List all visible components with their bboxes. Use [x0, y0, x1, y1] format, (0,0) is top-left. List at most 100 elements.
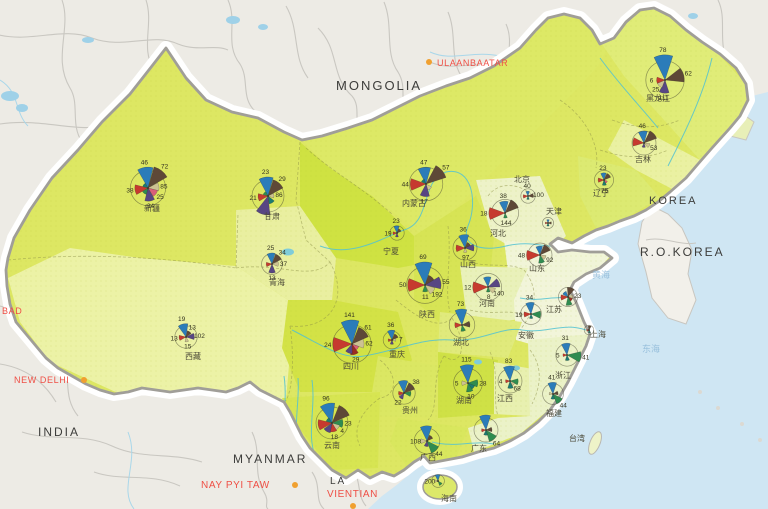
rose-petal-blue — [454, 308, 468, 326]
chart-value: 37 — [280, 261, 288, 268]
rose-chart-center — [396, 232, 398, 234]
rose-petal-purple — [419, 183, 430, 197]
rose-petal-teal — [267, 195, 275, 205]
chart-value: 34 — [147, 203, 155, 210]
rose-petal-teal — [546, 222, 550, 227]
rose-petal-brown — [643, 130, 658, 144]
rose-petal-blue — [546, 219, 550, 224]
province-label-hunan: 湖南 — [456, 395, 472, 405]
chart-value: 34 — [279, 250, 287, 257]
dongting-lake — [474, 359, 482, 365]
chart-value: 61 — [364, 325, 372, 332]
chart-value: 18 — [331, 434, 339, 441]
chart-value: 11 — [422, 294, 429, 301]
rose-petal-purple — [464, 243, 475, 252]
rose-chart-center — [425, 183, 427, 185]
rose-chart-jiangsu: 23 江苏 — [546, 287, 582, 314]
chart-value: 46 — [639, 123, 647, 130]
rose-petal-purple — [487, 278, 501, 288]
rose-chart-guangdong: 64 广东 — [471, 414, 500, 453]
rose-petal-blue — [600, 172, 607, 181]
china-border — [4, 6, 750, 480]
rose-petal-red — [387, 338, 393, 343]
rose-petal-brown — [603, 173, 612, 181]
chart-value: 31 — [562, 335, 570, 342]
chart-value: 192 — [432, 292, 443, 299]
chart-value: 68 — [513, 385, 521, 392]
chart-value: 8 — [487, 294, 491, 301]
rose-petal-tan — [420, 438, 428, 444]
rose-petal-tan — [487, 286, 496, 294]
province-label-ningxia: 宁夏 — [383, 246, 399, 256]
rose-petal-red — [257, 193, 269, 202]
chart-value: 17 — [421, 199, 429, 206]
rose-chart-center — [547, 222, 549, 224]
province-label-zhejiang: 浙江 — [555, 370, 571, 380]
rose-chart-center — [509, 380, 511, 382]
chart-value: 85 — [160, 183, 168, 190]
rose-petal-blue — [397, 380, 409, 394]
rose-petal-green — [422, 284, 429, 293]
province-label-henan: 河南 — [479, 298, 495, 308]
chart-value: 53 — [650, 145, 658, 152]
rose-petal-teal — [550, 393, 556, 400]
rose-chart-center — [567, 296, 569, 298]
rose-petal-blue — [137, 166, 154, 189]
province-label-guangdong: 广东 — [471, 443, 487, 453]
rose-petal-blue — [258, 176, 274, 197]
rose-petal-blue — [562, 290, 569, 298]
rose-petal-purple — [268, 263, 276, 274]
chart-value: 38 — [412, 379, 420, 386]
rose-petal-purple — [423, 440, 429, 447]
rose-petal-blue — [417, 167, 431, 185]
rose-petal-green — [566, 351, 582, 363]
rose-chart-center — [487, 286, 489, 288]
rose-chart-tianjin: 天津 — [542, 206, 562, 229]
rose-chart-hunan: 115 28 10 5 湖南 — [453, 357, 487, 405]
capital-dot-nay-pyi-taw — [292, 482, 298, 488]
country-label-myanmar: MYANMAR — [233, 452, 307, 466]
rose-petal-teal — [564, 354, 570, 361]
rose-petal-green — [509, 378, 519, 386]
rose-petal-green — [530, 310, 542, 319]
rose-chart-center — [603, 179, 605, 181]
rose-chart-ring — [408, 166, 444, 202]
rose-petal-brown — [351, 326, 369, 345]
rose-petal-blue — [414, 261, 433, 286]
rose-petal-green — [262, 191, 269, 197]
rose-petal-teal — [601, 179, 607, 186]
rose-petal-green — [466, 382, 474, 393]
rose-petal-purple — [658, 79, 670, 94]
rose-chart-center — [331, 422, 333, 424]
rose-petal-purple — [389, 339, 394, 345]
rose-petal-red — [632, 137, 645, 147]
rose-chart-center — [504, 212, 506, 214]
province-label-guangxi: 广西 — [420, 452, 436, 462]
chart-value: 5 — [455, 380, 459, 387]
rose-petal-blue — [434, 474, 441, 482]
chart-value: 97 — [462, 255, 470, 262]
rose-petal-purple — [395, 232, 399, 238]
rose-chart-center — [464, 247, 466, 249]
rose-chart-center — [391, 339, 393, 341]
rose-petal-tan — [461, 380, 469, 386]
rose-petal-brown — [331, 405, 350, 424]
chart-value: 75 — [601, 187, 609, 194]
chart-value: 115 — [461, 357, 472, 364]
rose-petal-brown — [147, 166, 168, 189]
chart-value: 96 — [322, 396, 330, 403]
rose-petal-darkred — [350, 343, 359, 356]
chart-value: 72 — [161, 164, 169, 171]
rose-chart-ring — [631, 130, 657, 156]
rose-chart-ring — [542, 217, 554, 229]
chart-value: 19 — [515, 312, 523, 319]
chart-value: 102 — [194, 333, 205, 340]
country-label-mongolia: MONGOLIA — [336, 78, 422, 93]
chart-value: 111 — [659, 95, 669, 102]
